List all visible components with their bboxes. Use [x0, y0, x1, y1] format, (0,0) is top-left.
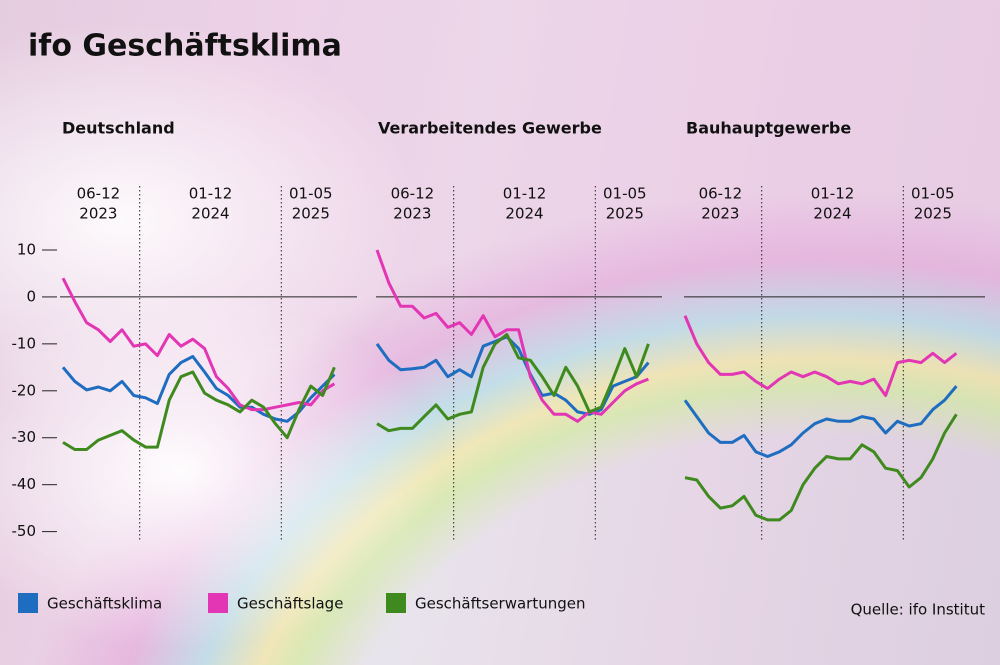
y-tick-label: 10 — [17, 240, 36, 258]
legend-swatch — [208, 593, 228, 613]
period-months: 01-05 — [603, 185, 647, 203]
period-year: 2024 — [191, 205, 229, 223]
period-year: 2025 — [606, 205, 644, 223]
period-months: 01-05 — [911, 185, 955, 203]
page-title: ifo Geschäftsklima — [28, 29, 342, 64]
legend-label: Geschäftserwartungen — [415, 595, 586, 613]
period-year: 2023 — [393, 205, 431, 223]
panel-title: Deutschland — [62, 119, 175, 138]
series-line — [61, 277, 336, 412]
y-tick-label: -10 — [12, 334, 37, 352]
period-months: 01-12 — [811, 185, 855, 203]
series-line — [683, 385, 958, 458]
y-tick-label: -30 — [12, 428, 37, 446]
legend-label: Geschäftslage — [237, 595, 343, 613]
period-months: 01-12 — [189, 185, 233, 203]
period-year: 2024 — [813, 205, 851, 223]
y-tick-label: -50 — [12, 522, 37, 540]
series-line — [376, 333, 650, 433]
period-year: 2023 — [79, 205, 117, 223]
panel-title: Verarbeitendes Gewerbe — [378, 119, 602, 138]
period-year: 2025 — [292, 205, 330, 223]
period-year: 2024 — [505, 205, 543, 223]
series-line — [683, 315, 958, 397]
series-line — [375, 249, 649, 423]
series-line — [684, 413, 958, 522]
series-line — [61, 355, 336, 423]
period-months: 06-12 — [391, 185, 435, 203]
y-tick-label: -20 — [12, 381, 37, 399]
legend-swatch — [18, 593, 38, 613]
period-year: 2023 — [701, 205, 739, 223]
period-months: 06-12 — [699, 185, 743, 203]
panel-title: Bauhauptgewerbe — [686, 119, 851, 138]
period-months: 06-12 — [77, 185, 121, 203]
period-months: 01-12 — [503, 185, 547, 203]
period-year: 2025 — [914, 205, 952, 223]
legend-label: Geschäftsklima — [47, 595, 162, 613]
y-tick-label: -40 — [12, 475, 37, 493]
y-tick-label: 0 — [26, 287, 36, 305]
series-line — [62, 366, 336, 451]
period-months: 01-05 — [289, 185, 333, 203]
legend-swatch — [386, 593, 406, 613]
source: Quelle: ifo Institut — [851, 601, 986, 619]
